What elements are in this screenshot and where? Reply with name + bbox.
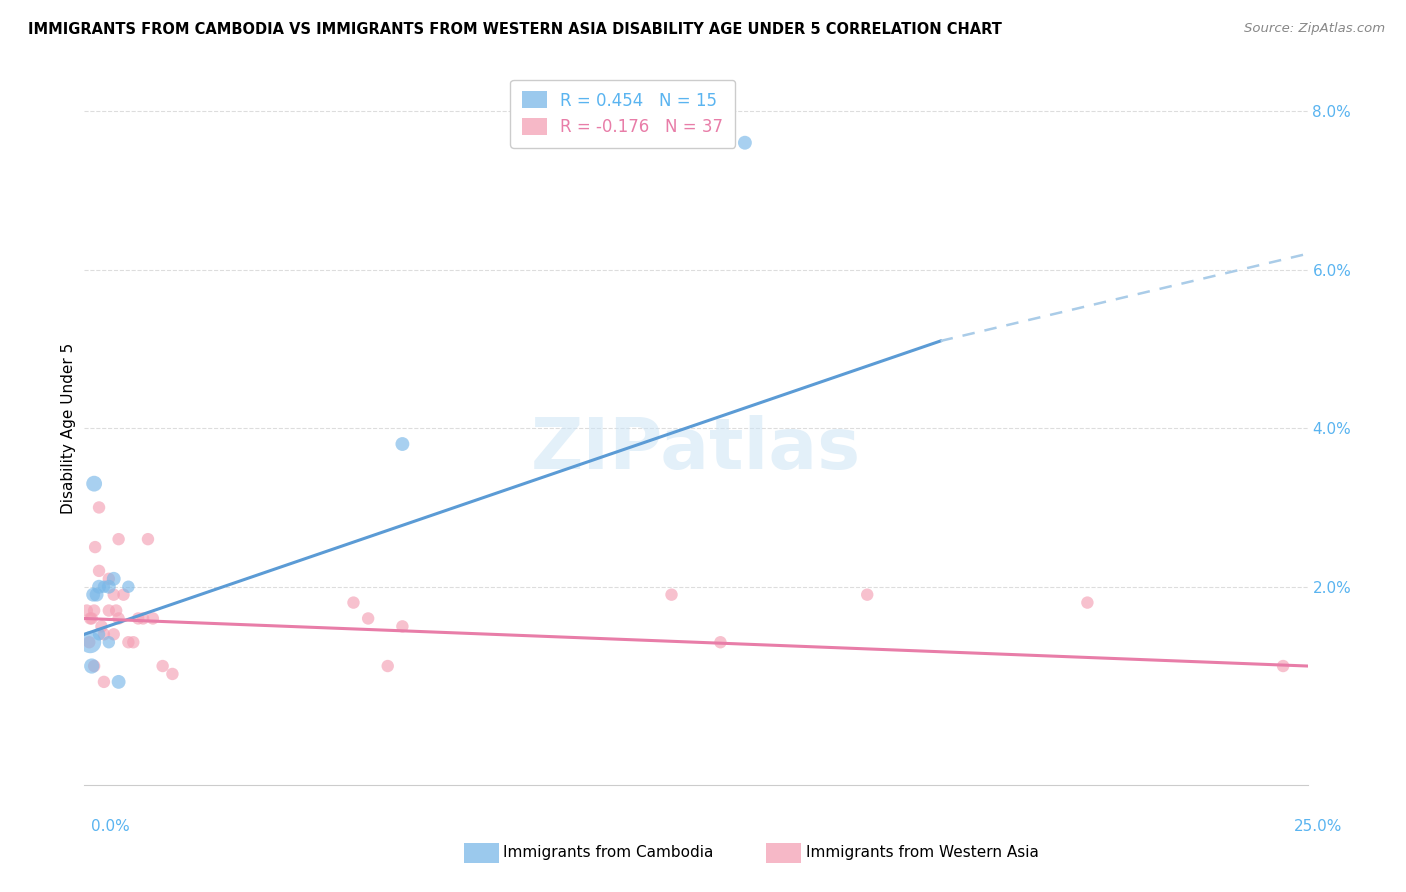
Point [93, 580, 115, 594]
Point [709, 635, 731, 649]
Point [79, 611, 101, 625]
Point [87, 580, 110, 594]
Point [93, 627, 115, 641]
Point [856, 588, 879, 602]
Point [357, 611, 380, 625]
Y-axis label: Disability Age Under 5: Disability Age Under 5 [60, 343, 76, 514]
Legend: R = 0.454   N = 15, R = -0.176   N = 37: R = 0.454 N = 15, R = -0.176 N = 37 [510, 79, 735, 148]
Point [342, 596, 364, 610]
Point [117, 580, 139, 594]
Point [377, 659, 399, 673]
Point [107, 532, 129, 546]
Point [87, 627, 110, 641]
Point [93, 674, 115, 689]
Point [103, 627, 125, 641]
Point [142, 611, 165, 625]
Point [84, 540, 107, 554]
Point [97, 635, 120, 649]
Text: 0.0%: 0.0% [91, 819, 131, 834]
Point [80, 659, 103, 673]
Point [103, 588, 125, 602]
Point [80, 611, 103, 625]
Text: Source: ZipAtlas.com: Source: ZipAtlas.com [1244, 22, 1385, 36]
Point [1076, 596, 1098, 610]
Text: Immigrants from Cambodia: Immigrants from Cambodia [503, 846, 714, 860]
Point [107, 611, 129, 625]
Point [83, 476, 105, 491]
Point [87, 500, 110, 515]
Point [77, 635, 100, 649]
Text: IMMIGRANTS FROM CAMBODIA VS IMMIGRANTS FROM WESTERN ASIA DISABILITY AGE UNDER 5 : IMMIGRANTS FROM CAMBODIA VS IMMIGRANTS F… [28, 22, 1002, 37]
Point [117, 635, 139, 649]
Point [90, 619, 112, 633]
Point [79, 635, 101, 649]
Point [391, 619, 413, 633]
Point [152, 659, 174, 673]
Point [83, 659, 105, 673]
Point [97, 580, 120, 594]
Point [105, 603, 128, 617]
Point [162, 667, 184, 681]
Point [97, 572, 120, 586]
Point [391, 437, 413, 451]
Point [132, 611, 155, 625]
Point [82, 588, 104, 602]
Point [83, 603, 105, 617]
Point [734, 136, 756, 150]
Text: ZIPatlas: ZIPatlas [531, 415, 860, 484]
Point [122, 635, 145, 649]
Point [86, 588, 108, 602]
Point [112, 588, 135, 602]
Text: Immigrants from Western Asia: Immigrants from Western Asia [806, 846, 1039, 860]
Point [661, 588, 683, 602]
Point [76, 603, 98, 617]
Point [136, 532, 159, 546]
Point [87, 564, 110, 578]
Point [103, 572, 125, 586]
Point [97, 603, 120, 617]
Text: 25.0%: 25.0% [1295, 819, 1343, 834]
Point [1272, 659, 1295, 673]
Point [107, 674, 129, 689]
Point [127, 611, 149, 625]
